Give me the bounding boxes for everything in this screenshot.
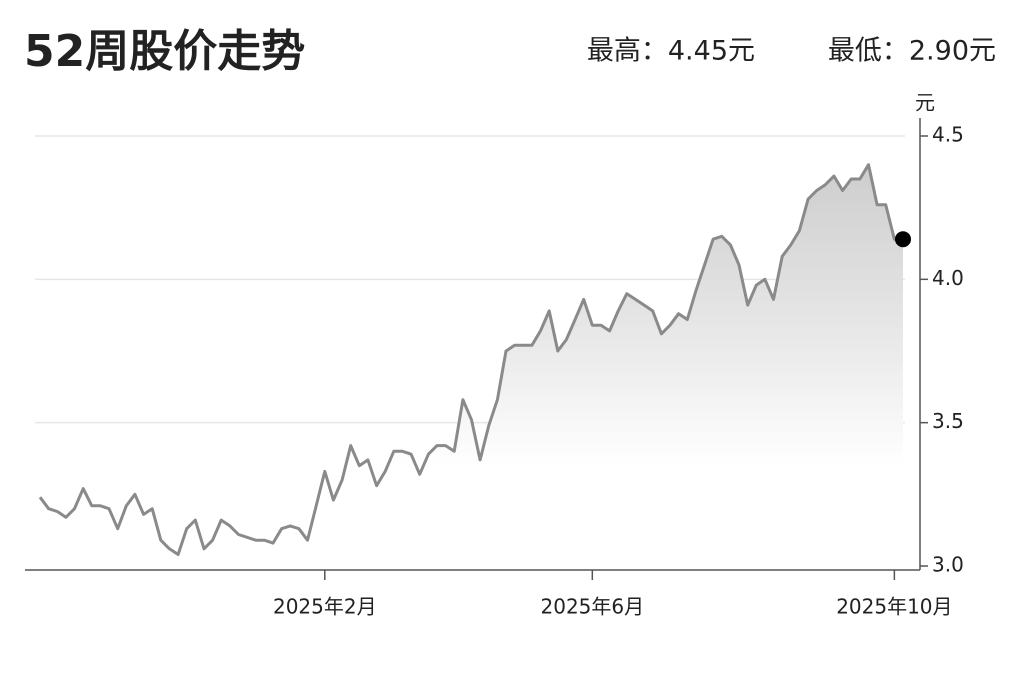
x-tick-label: 2025年2月: [273, 595, 377, 619]
high-label: 最高：4.45元: [587, 36, 755, 67]
y-tick-label: 3.0: [932, 553, 964, 577]
y-tick-label: 4.5: [932, 123, 964, 147]
low-label: 最低：2.90元: [828, 36, 996, 67]
y-axis-unit: 元: [915, 91, 935, 115]
y-tick-label: 3.5: [932, 409, 964, 433]
chart-title: 52周股价走势: [24, 26, 305, 77]
x-tick-label: 2025年6月: [541, 595, 645, 619]
y-tick-label: 4.0: [932, 266, 964, 290]
price-line: [38, 163, 903, 556]
last-point: [895, 231, 911, 248]
x-tick-label: 2025年10月: [836, 595, 952, 619]
area: [40, 164, 903, 566]
